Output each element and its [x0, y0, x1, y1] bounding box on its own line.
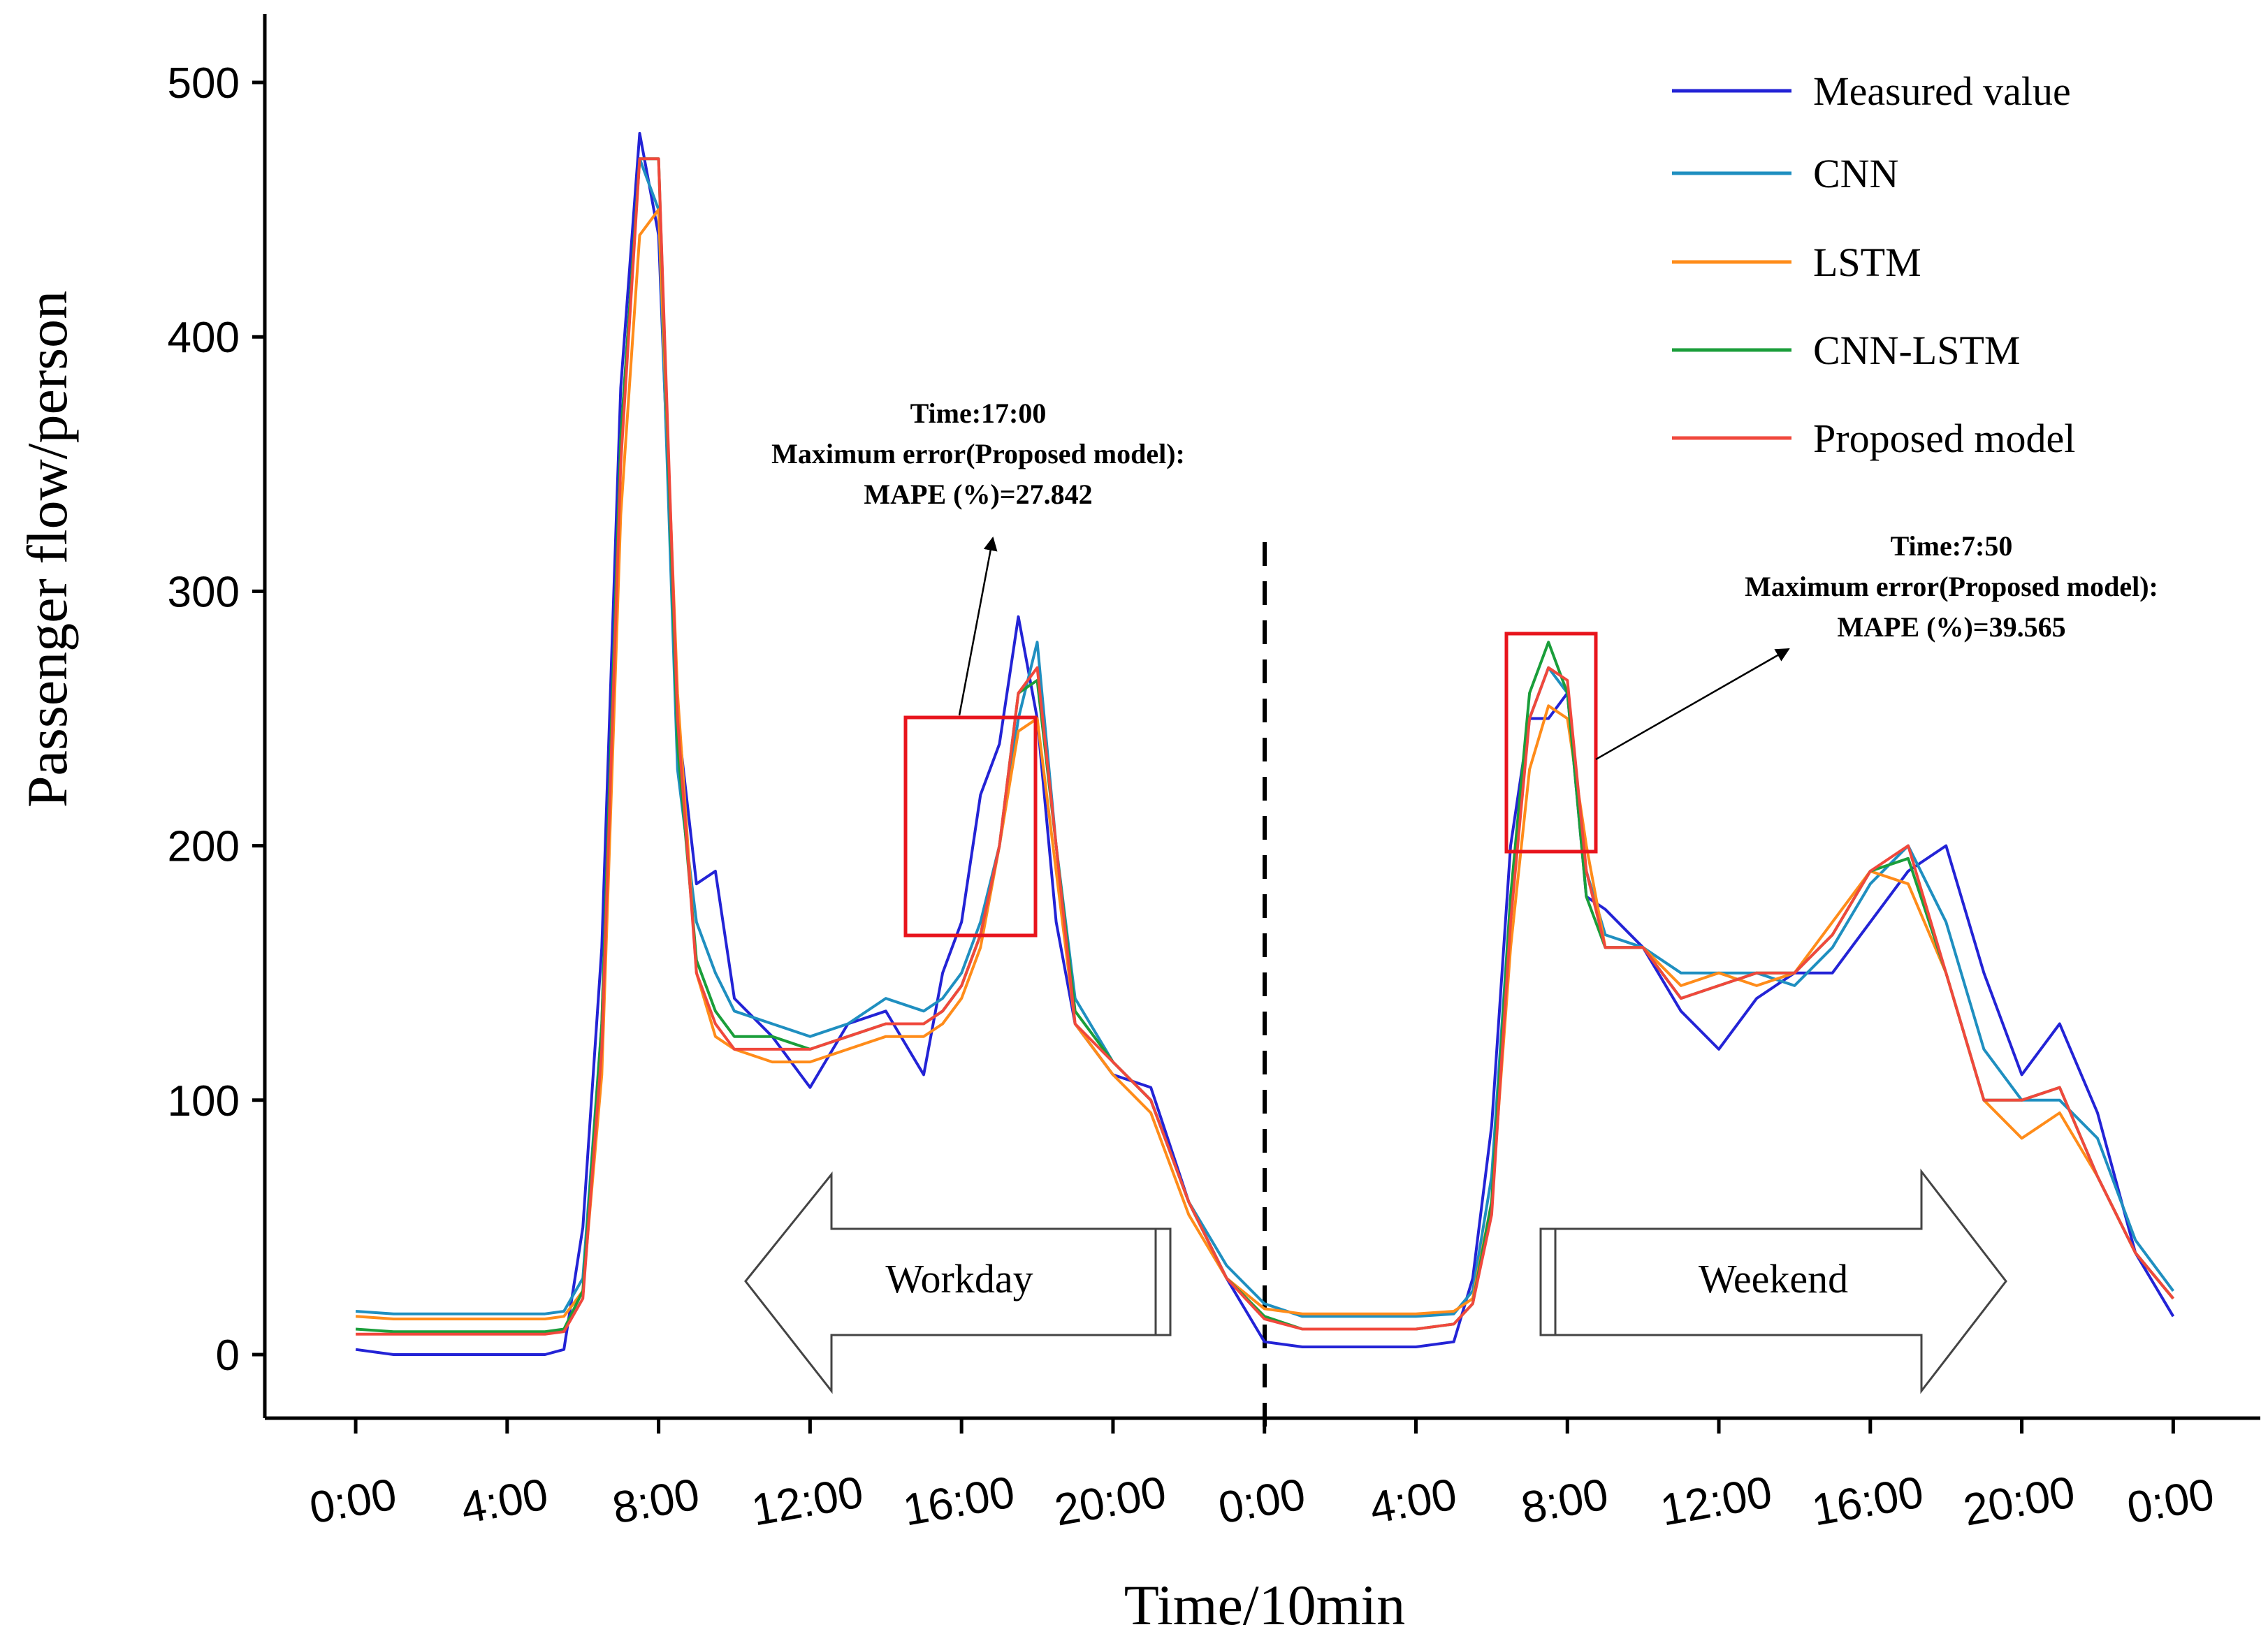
arrow-label: Weekend	[1699, 1256, 1848, 1301]
y-tick-label: 500	[168, 59, 240, 108]
annotation-text: Time:17:00	[910, 398, 1047, 429]
series-line	[356, 157, 2174, 1336]
x-tick-label: 12:00	[748, 1466, 866, 1536]
weekend-arrow-stripes	[1539, 1227, 1557, 1336]
x-tick-label: 20:00	[1051, 1466, 1170, 1536]
arrow-label: Workday	[885, 1256, 1033, 1301]
series-line	[355, 131, 2175, 1356]
x-tick-label: 4:00	[1366, 1468, 1460, 1533]
annotation-text: Maximum error(Proposed model):	[1745, 571, 2158, 602]
y-axis-label: Passenger flow/person	[15, 291, 79, 808]
x-axis-label: Time/10min	[1124, 1573, 1406, 1637]
legend-label: LSTM	[1813, 240, 1921, 285]
legend-label: CNN	[1813, 151, 1898, 196]
x-tick-label: 8:00	[1518, 1468, 1612, 1533]
annotation-text: MAPE (%)=27.842	[864, 479, 1092, 510]
legend-label: CNN-LSTM	[1813, 328, 2020, 373]
annotation-text: Maximum error(Proposed model):	[771, 438, 1185, 469]
x-tick-label: 0:00	[306, 1468, 400, 1533]
workday-arrow-stripes	[1154, 1227, 1172, 1336]
y-tick-label: 300	[168, 568, 240, 616]
highlight-box	[903, 715, 1038, 938]
legend-label: Measured value	[1813, 68, 2071, 114]
x-tick-label: 4:00	[457, 1468, 551, 1533]
series-line	[355, 208, 2174, 1320]
y-tick-label: 100	[168, 1077, 240, 1125]
y-tick-label: 0	[216, 1332, 240, 1380]
x-tick-label: 20:00	[1960, 1466, 2079, 1536]
highlight-box	[1504, 632, 1598, 854]
annotation-arrow	[1595, 648, 1790, 761]
x-tick-label: 8:00	[609, 1468, 703, 1533]
weekend-arrow	[1554, 1168, 2007, 1394]
x-tick-label: 0:00	[2123, 1468, 2218, 1533]
x-tick-label: 12:00	[1657, 1466, 1775, 1536]
x-tick-label: 0:00	[1214, 1468, 1309, 1533]
x-tick-label: 16:00	[1808, 1466, 1927, 1536]
annotation-arrow	[958, 537, 998, 716]
y-tick-label: 200	[168, 823, 240, 871]
x-tick-label: 16:00	[899, 1466, 1018, 1536]
plot-area	[355, 131, 2175, 1356]
annotation-text: Time:7:50	[1891, 530, 2013, 562]
annotation-text: MAPE (%)=39.565	[1837, 611, 2065, 643]
y-tick-label: 400	[168, 314, 240, 362]
legend-label: Proposed model	[1813, 416, 2075, 461]
